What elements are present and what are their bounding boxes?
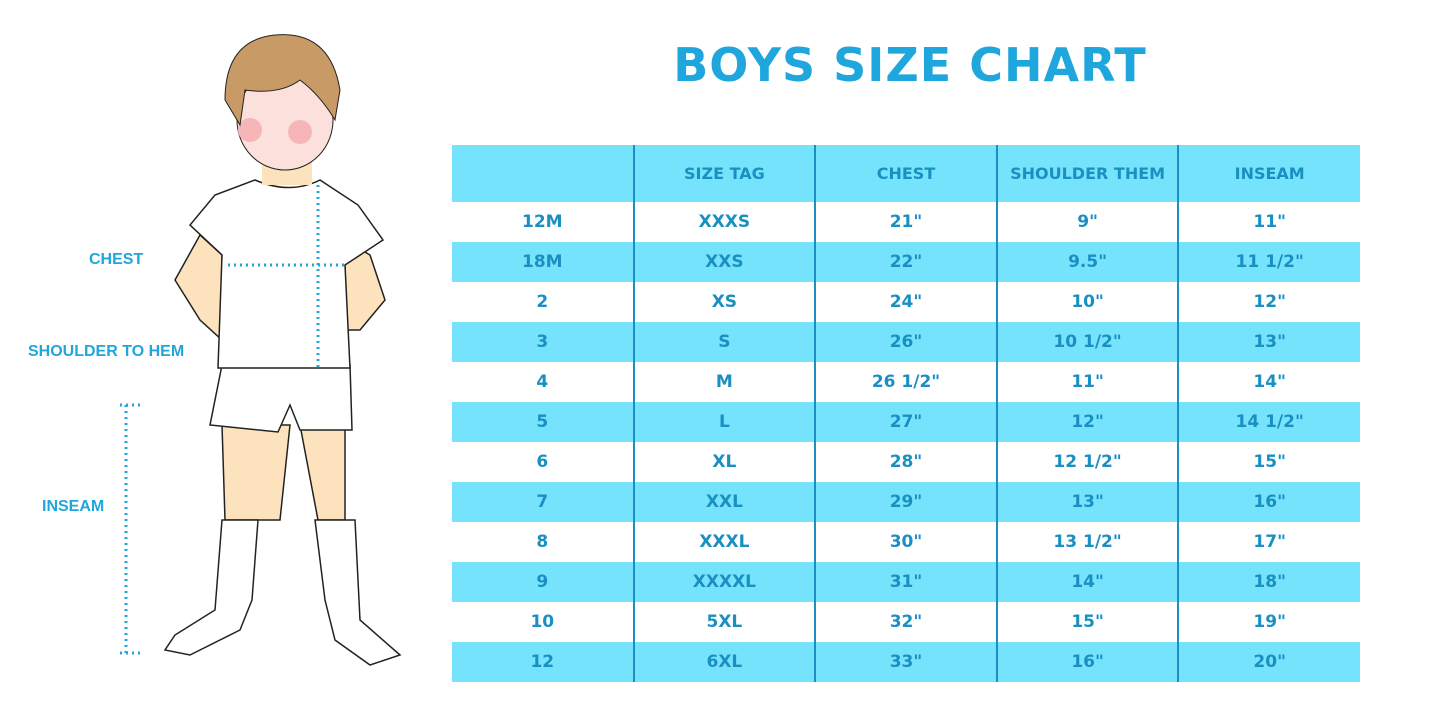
column-header: INSEAM	[1177, 145, 1360, 202]
table-cell: 17"	[1177, 522, 1360, 562]
table-cell: 12"	[995, 402, 1179, 442]
table-cell: XXXS	[632, 202, 816, 242]
table-row: 12M XXXS 21" 9" 11"	[452, 202, 1360, 242]
chest-label: CHEST	[89, 251, 144, 268]
table-cell: 10"	[995, 282, 1179, 322]
table-cell: 26"	[814, 322, 997, 362]
table-cell: XXL	[632, 482, 816, 522]
table-cell: M	[632, 362, 816, 402]
table-cell: 10	[530, 612, 555, 632]
column-header: SIZE TAG	[632, 145, 816, 202]
table-cell: 31"	[814, 562, 997, 602]
table-cell: XS	[632, 282, 816, 322]
size-table: SIZE TAG CHEST SHOULDER THEM INSEAM 12M XXXS…	[452, 145, 1360, 682]
table-cell: 12M	[522, 212, 563, 232]
table-cell: 7	[452, 482, 634, 522]
table-cell: 9"	[995, 202, 1179, 242]
table-cell: 5	[452, 402, 634, 442]
shoulder-to-hem-label: SHOULDER TO HEM	[28, 343, 185, 360]
table-cell: 20"	[1177, 642, 1360, 682]
table-cell: 11"	[1177, 202, 1360, 242]
table-cell: 28"	[814, 442, 997, 482]
table-cell: 26 1/2"	[814, 362, 997, 402]
table-cell: 12 1/2"	[995, 442, 1179, 482]
table-cell: 14"	[1177, 362, 1360, 402]
table-cell: XXXL	[632, 522, 816, 562]
table-cell: 15"	[995, 602, 1179, 642]
table-cell: 22"	[814, 242, 997, 282]
table-cell: 13"	[1177, 322, 1360, 362]
table-cell: 27"	[814, 402, 997, 442]
table-cell: 30"	[814, 522, 997, 562]
table-cell: L	[632, 402, 816, 442]
table-row: 18M XXS 22" 9.5" 11 1/2"	[452, 242, 1360, 282]
column-header: CHEST	[814, 145, 997, 202]
table-cell: S	[632, 322, 816, 362]
boy-illustration	[120, 34, 402, 666]
table-row: 6 XL 28" 12 1/2" 15"	[452, 442, 1360, 482]
column-header: SHOULDER THEM	[995, 145, 1179, 202]
table-cell: 14"	[995, 562, 1179, 602]
table-cell: 18"	[1177, 562, 1360, 602]
table-cell: 29"	[814, 482, 997, 522]
table-row: 10 5XL 32" 15" 19"	[452, 602, 1360, 642]
table-cell: 21"	[814, 202, 997, 242]
table-cell: 11 1/2"	[1177, 242, 1360, 282]
table-cell: 6	[536, 452, 549, 472]
table-cell: 15"	[1177, 442, 1360, 482]
table-cell: XXXXL	[632, 562, 816, 602]
table-row: 2 XS 24" 10" 12"	[452, 282, 1360, 322]
table-cell: 12"	[1177, 282, 1360, 322]
table-row: 4 M 26 1/2" 11" 14"	[452, 362, 1360, 402]
table-header-row: SIZE TAG CHEST SHOULDER THEM INSEAM	[452, 145, 1360, 202]
table-body: 12M XXXS 21" 9" 11" 18M XXS 22" 9.5" 11 1/2" 2 XS 24…	[452, 202, 1360, 682]
table-cell: 14 1/2"	[1177, 402, 1360, 442]
table-row: 7 XXL 29" 13" 16"	[452, 482, 1360, 522]
table-cell: 24"	[814, 282, 997, 322]
table-cell: 3	[452, 322, 634, 362]
table-cell: 16"	[1177, 482, 1360, 522]
table-cell: 16"	[995, 642, 1179, 682]
table-row: 12 6XL 33" 16" 20"	[452, 642, 1360, 682]
column-header	[452, 145, 634, 202]
table-cell: 6XL	[632, 642, 816, 682]
table-row: 8 XXXL 30" 13 1/2" 17"	[452, 522, 1360, 562]
table-row: 5 L 27" 12" 14 1/2"	[452, 402, 1360, 442]
table-cell: 11"	[995, 362, 1179, 402]
table-cell: 9	[452, 562, 634, 602]
table-cell: 2	[536, 292, 549, 312]
table-row: 9 XXXXL 31" 14" 18"	[452, 562, 1360, 602]
page-title: BOYS SIZE CHART	[673, 38, 1147, 92]
table-cell: 10 1/2"	[995, 322, 1179, 362]
table-cell: 5XL	[632, 602, 816, 642]
table-cell: 19"	[1177, 602, 1360, 642]
table-cell: 8	[536, 532, 549, 552]
table-row: 3 S 26" 10 1/2" 13"	[452, 322, 1360, 362]
table-cell: 13 1/2"	[995, 522, 1179, 562]
inseam-label: INSEAM	[42, 498, 105, 515]
table-cell: 4	[536, 372, 549, 392]
table-cell: 9.5"	[995, 242, 1179, 282]
table-cell: 12	[452, 642, 634, 682]
table-cell: 32"	[814, 602, 997, 642]
table-cell: 33"	[814, 642, 997, 682]
table-cell: 13"	[995, 482, 1179, 522]
table-cell: 18M	[452, 242, 634, 282]
table-cell: XXS	[632, 242, 816, 282]
table-cell: XL	[632, 442, 816, 482]
